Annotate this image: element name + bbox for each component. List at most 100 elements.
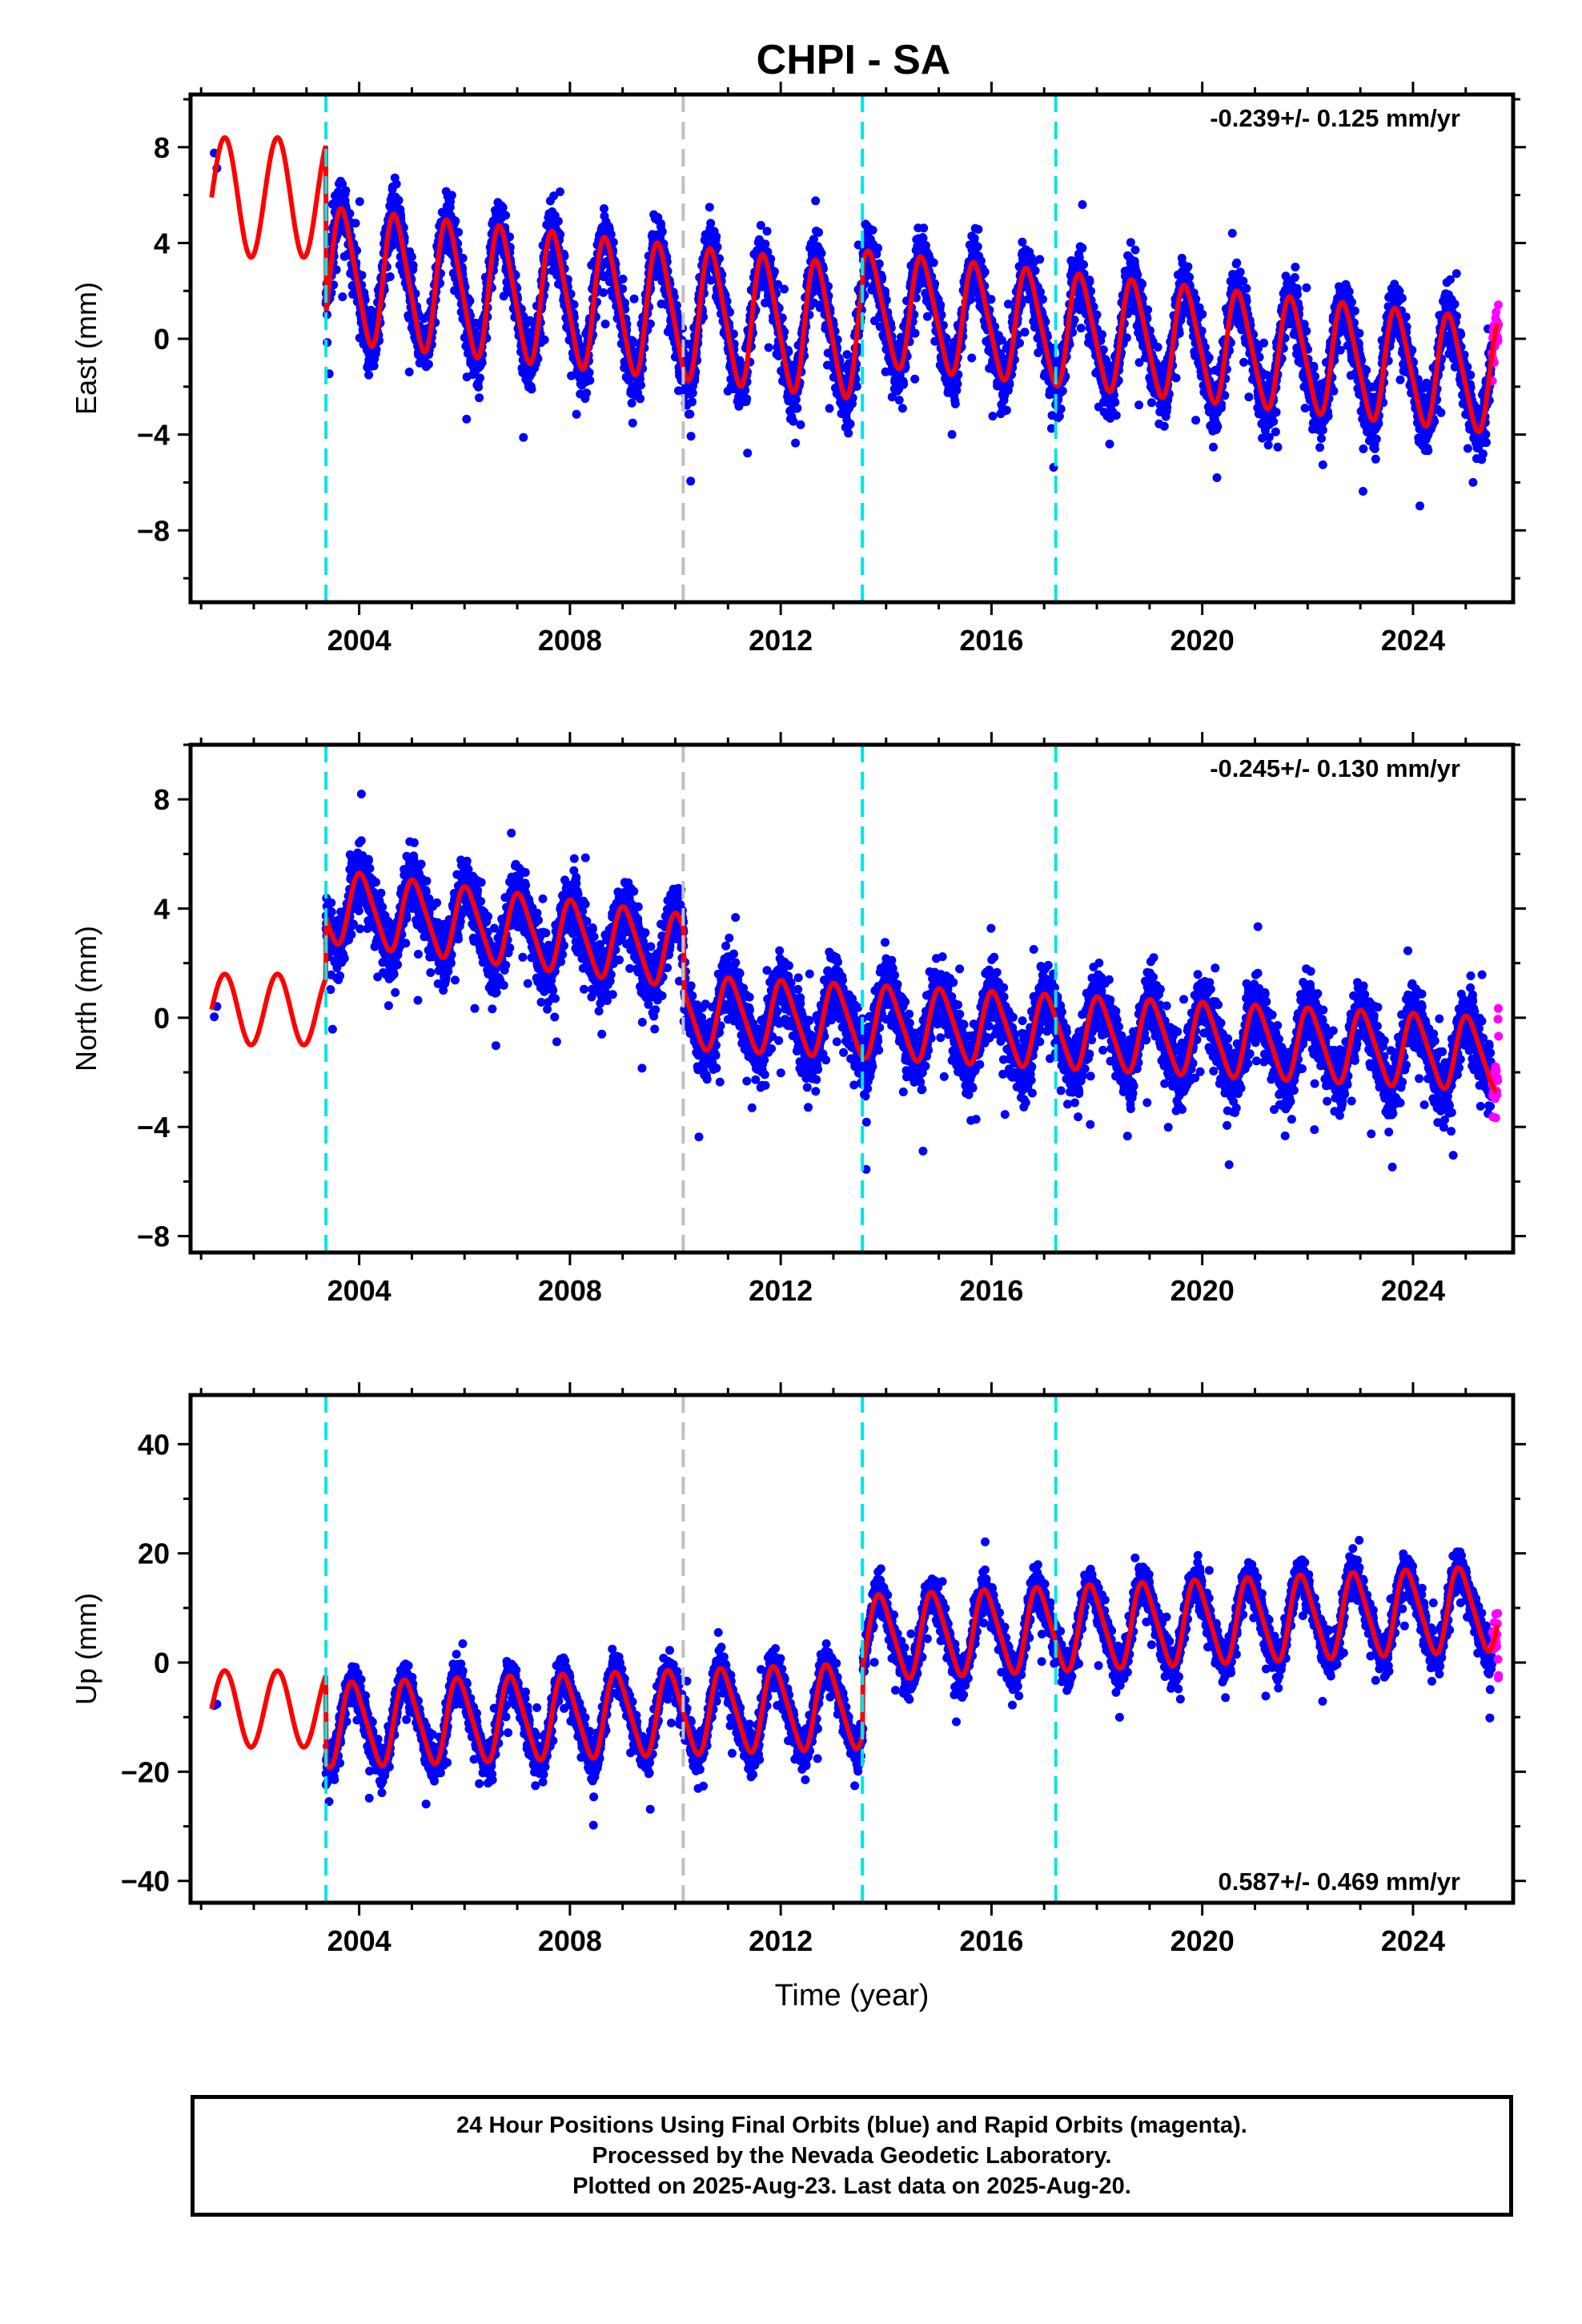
data-point — [629, 338, 639, 348]
data-point — [1126, 238, 1135, 247]
data-point — [1079, 260, 1088, 269]
data-point — [385, 272, 395, 281]
data-point — [355, 197, 364, 207]
data-point — [796, 420, 805, 429]
data-point — [645, 319, 655, 328]
data-point — [950, 399, 960, 408]
data-point — [1198, 309, 1207, 319]
data-point — [1153, 343, 1162, 352]
data-point — [1054, 412, 1064, 421]
data-point — [688, 388, 697, 398]
data-point — [974, 224, 983, 234]
data-point — [1138, 279, 1147, 289]
data-point — [1143, 305, 1153, 315]
data-point — [569, 300, 579, 309]
data-point — [606, 230, 616, 239]
data-point — [713, 242, 722, 251]
data-point — [1191, 416, 1201, 425]
data-point — [341, 186, 351, 195]
data-point — [474, 382, 484, 392]
data-point — [1098, 330, 1106, 340]
data-point — [525, 316, 535, 325]
data-point — [686, 476, 696, 486]
data-point — [656, 219, 665, 228]
data-point — [567, 371, 576, 380]
data-point — [369, 361, 379, 371]
data-point — [629, 294, 639, 304]
data-point — [476, 373, 485, 383]
data-point — [953, 379, 962, 388]
data-point — [742, 394, 752, 404]
data-point — [447, 191, 456, 200]
data-point — [462, 414, 472, 424]
data-point — [584, 368, 594, 377]
data-point — [1110, 397, 1120, 407]
data-point — [357, 271, 367, 280]
data-point — [725, 308, 735, 317]
data-point — [1183, 262, 1193, 271]
data-point — [600, 320, 610, 329]
data-point — [553, 216, 563, 226]
data-point — [608, 238, 618, 247]
data-point — [394, 195, 404, 205]
data-point — [873, 243, 883, 253]
data-point — [688, 397, 697, 407]
data-point — [1162, 403, 1172, 412]
data-point — [338, 292, 347, 302]
data-point — [1020, 328, 1030, 337]
data-point — [345, 209, 355, 219]
data-point — [825, 404, 834, 413]
data-point — [980, 267, 990, 277]
data-point — [1002, 405, 1011, 415]
data-point — [852, 382, 861, 391]
data-point — [451, 216, 460, 226]
data-point — [777, 313, 787, 323]
data-point — [556, 187, 564, 196]
data-point — [1038, 295, 1047, 304]
data-point — [657, 227, 667, 236]
data-point — [976, 256, 986, 266]
data-point — [391, 179, 401, 189]
data-point — [986, 295, 996, 304]
data-point — [966, 295, 976, 304]
data-point — [789, 416, 798, 426]
data-point — [811, 196, 821, 206]
data-point — [1092, 310, 1102, 320]
data-point — [424, 360, 433, 369]
data-point — [1185, 272, 1195, 282]
data-point — [1085, 277, 1094, 287]
data-point — [454, 227, 464, 237]
data-point — [761, 239, 770, 249]
data-point — [1058, 386, 1067, 396]
data-point — [636, 394, 645, 404]
data-point — [404, 368, 414, 376]
data-point — [1159, 421, 1169, 431]
data-point — [910, 328, 920, 338]
data-point — [910, 374, 920, 384]
data-point — [1056, 404, 1066, 414]
data-point — [549, 191, 559, 201]
data-point — [458, 253, 468, 263]
data-point — [352, 246, 362, 255]
data-point — [527, 384, 536, 394]
data-point — [331, 265, 341, 275]
data-point — [936, 300, 946, 310]
data-point — [498, 203, 508, 212]
data-point — [599, 287, 608, 297]
data-point — [1076, 324, 1086, 333]
data-point — [465, 296, 475, 306]
data-point — [1035, 255, 1045, 264]
data-point — [351, 219, 360, 228]
data-point — [585, 376, 595, 385]
data-point — [618, 284, 628, 294]
data-point — [620, 298, 629, 308]
data-point — [572, 409, 581, 419]
data-point — [1134, 400, 1144, 410]
data-point — [672, 300, 681, 310]
data-point — [627, 398, 636, 408]
data-point — [475, 393, 484, 403]
data-point — [868, 225, 877, 235]
